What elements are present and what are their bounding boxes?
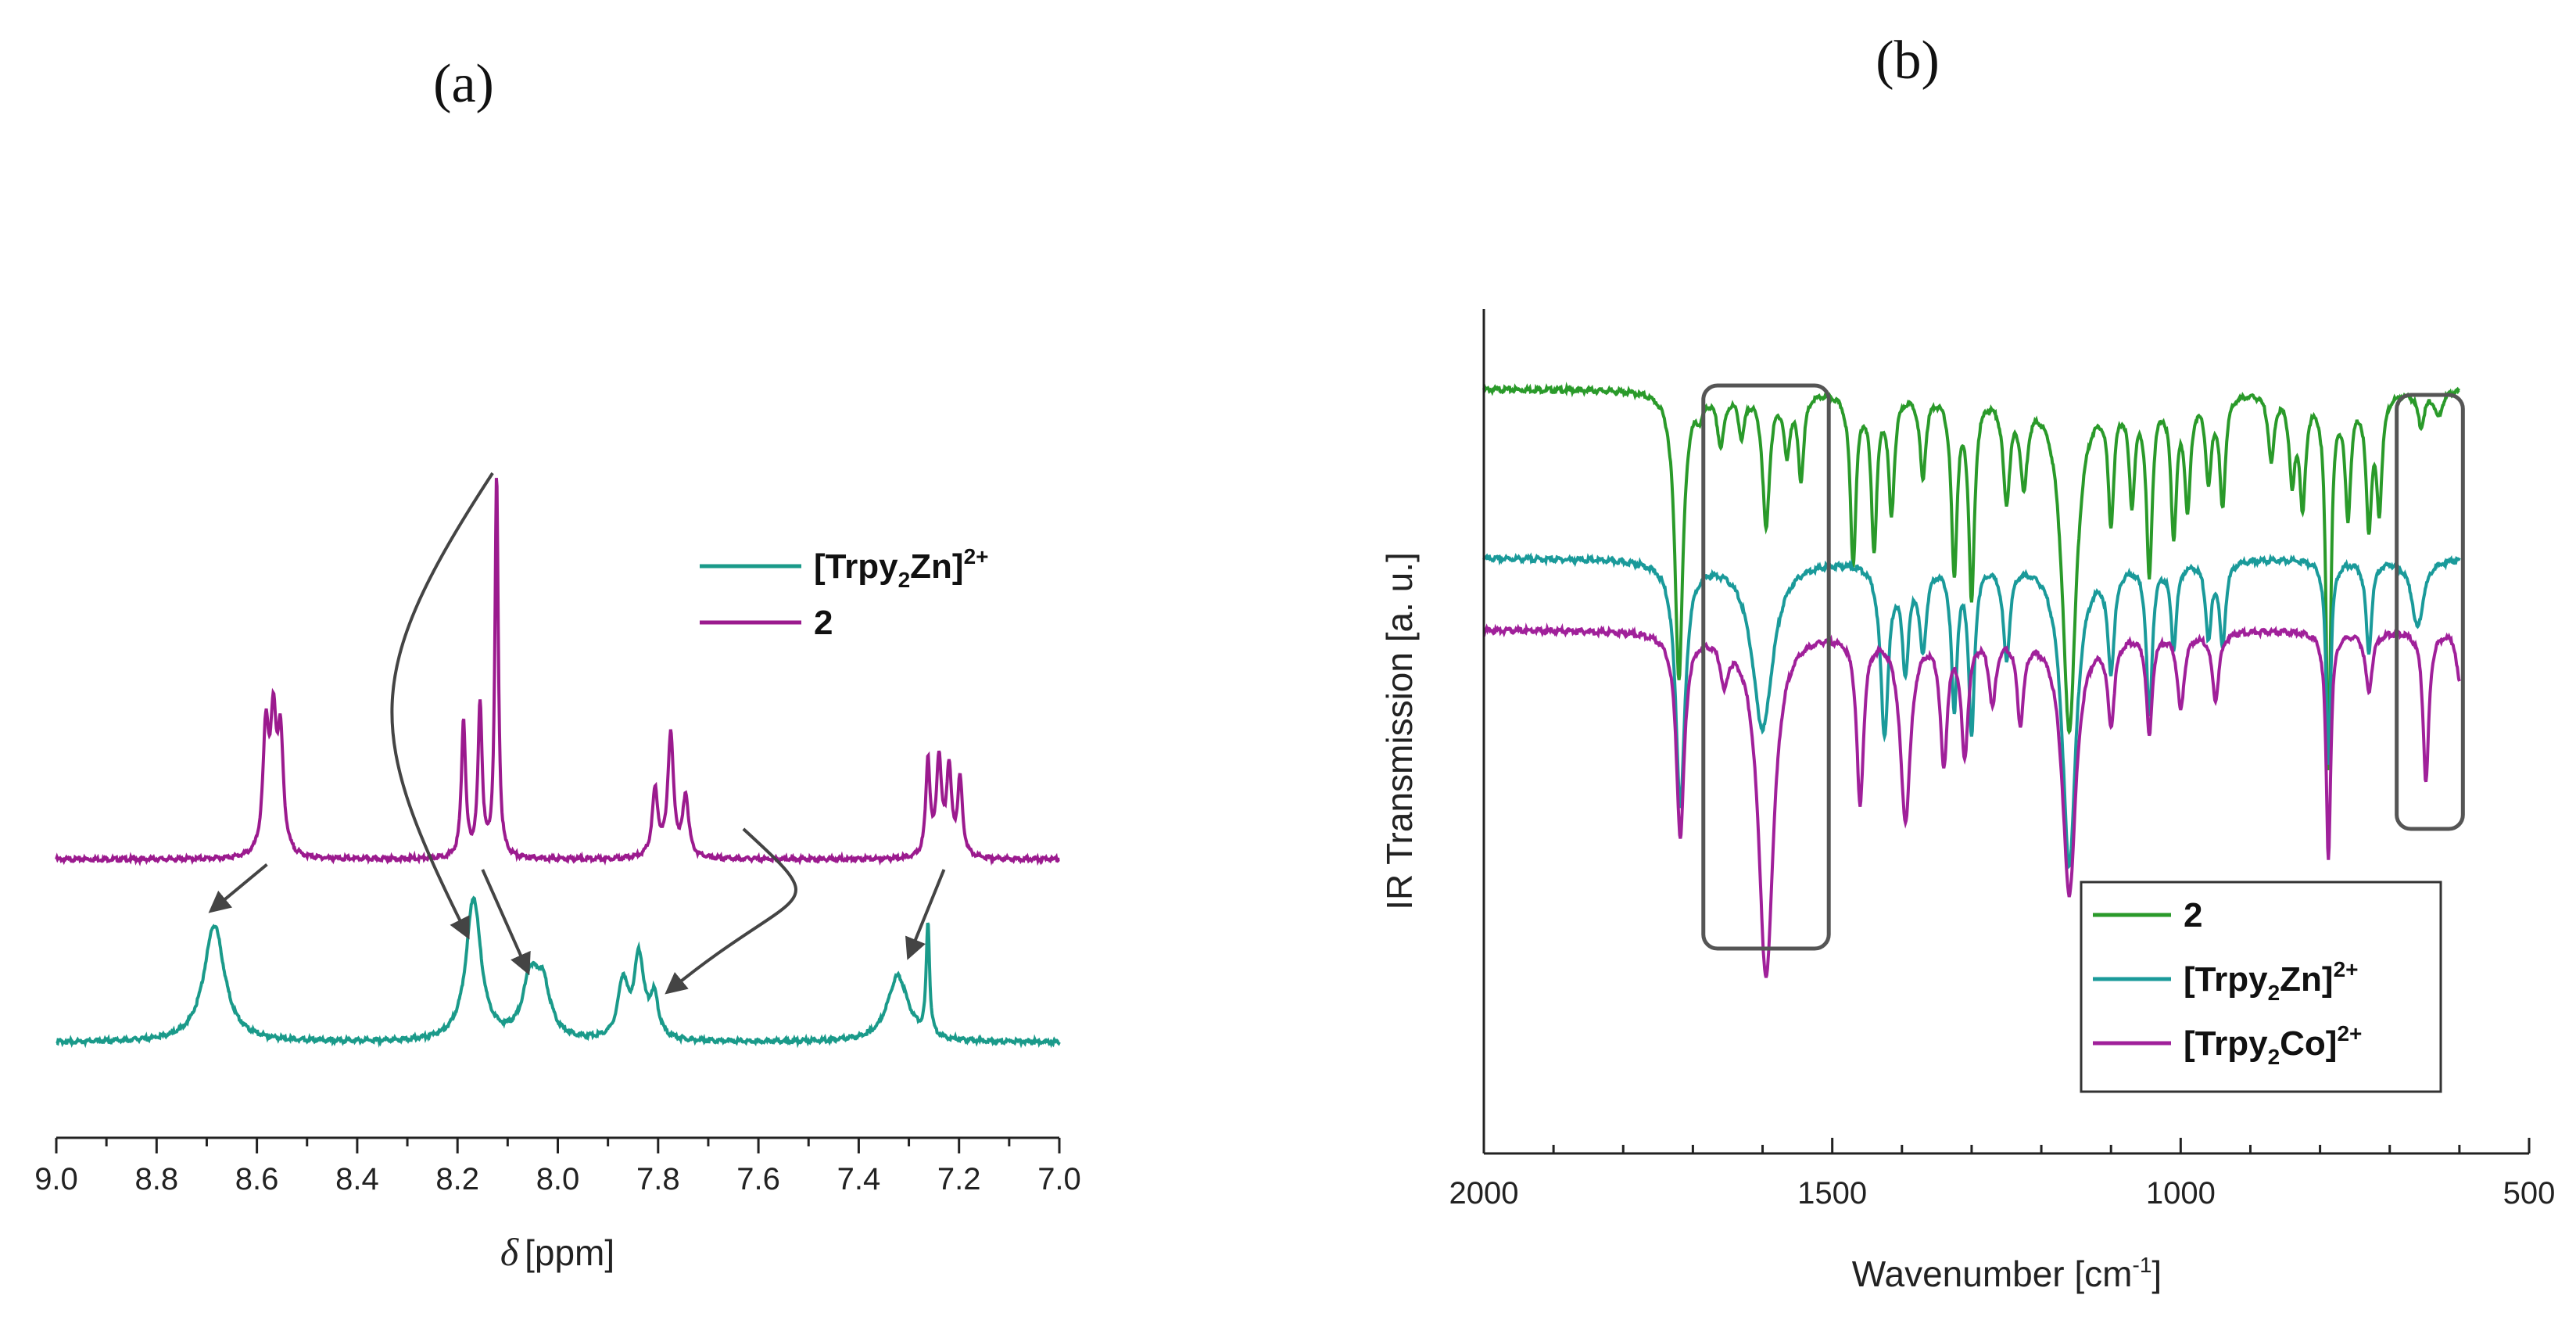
ir-panel: (b) 2000 1500 1000 500 IR Transmission [a. … [1379, 30, 2555, 1294]
nmr-x-tick-label: 8.6 [235, 1162, 279, 1196]
nmr-legend-label: [Trpy2Zn]2+ [814, 544, 989, 592]
ir-highlight-boxes [1701, 383, 2465, 951]
nmr-x-tick-label: 7.6 [736, 1162, 780, 1196]
nmr-shift-arrow [208, 863, 268, 913]
ir-series-line [1482, 381, 2461, 770]
nmr-x-tick-label: 9.0 [34, 1162, 78, 1196]
ir-legend-label: [Trpy2Zn]2+ [2184, 957, 2359, 1005]
nmr-shift-arrows [208, 472, 946, 995]
nmr-x-tick-label: 8.2 [435, 1162, 479, 1196]
nmr-shift-arrow [905, 869, 946, 960]
ir-x-axis-title: Wavenumber [cm-1] [1852, 1253, 2162, 1294]
ir-legend-frame [2080, 881, 2442, 1093]
nmr-spectra [55, 478, 1061, 1049]
panel-a-label: (a) [433, 54, 494, 114]
nmr-x-tick-label: 7.2 [937, 1162, 981, 1196]
nmr-legend-label: 2 [814, 604, 833, 642]
nmr-shift-arrow [481, 869, 531, 976]
ir-x-tick-label: 500 [2503, 1176, 2556, 1211]
nmr-panel: (a) 9.0 8.8 8.6 8.4 8.2 8.0 7.8 7.6 7.4 7.2 7.0 δ[… [34, 54, 1081, 1274]
nmr-shift-arrow [390, 472, 494, 940]
ir-series-line [1482, 622, 2461, 978]
nmr-x-axis-title: δ [ppm] [500, 1230, 614, 1274]
nmr-x-tick-label: 8.0 [536, 1162, 580, 1196]
nmr-x-tick-label: 7.4 [837, 1162, 881, 1196]
ir-spectra [1482, 381, 2461, 978]
nmr-series-line [55, 478, 1061, 866]
nmr-x-tick-label: 7.0 [1037, 1162, 1081, 1196]
ir-y-axis-title: IR Transmission [a. u.] [1379, 552, 1420, 910]
ir-x-tick-label: 1000 [2146, 1176, 2216, 1211]
ir-legend-label: 2 [2184, 896, 2202, 934]
nmr-x-axis: 9.0 8.8 8.6 8.4 8.2 8.0 7.8 7.6 7.4 7.2 7.0 [34, 1136, 1081, 1196]
ir-series-line [1482, 552, 2461, 870]
nmr-x-tick-label: 8.4 [335, 1162, 379, 1196]
panel-b-label: (b) [1876, 30, 1940, 91]
ir-axes: 2000 1500 1000 500 [1449, 309, 2556, 1211]
nmr-x-tick-label: 7.8 [636, 1162, 680, 1196]
ir-legend-label: [Trpy2Co]2+ [2184, 1021, 2362, 1069]
ir-x-tick-label: 1500 [1797, 1176, 1867, 1211]
ir-legend: 2 [Trpy2Zn]2+ [Trpy2Co]2+ [2080, 881, 2442, 1093]
nmr-legend: [Trpy2Zn]2+ 2 [700, 544, 989, 642]
ir-highlight-box [2395, 393, 2465, 831]
ir-highlight-box [1701, 383, 1831, 951]
nmr-x-tick-label: 8.8 [134, 1162, 178, 1196]
nmr-shift-arrow [665, 827, 797, 995]
nmr-series-line [56, 895, 1061, 1049]
ir-x-tick-label: 2000 [1449, 1176, 1519, 1211]
